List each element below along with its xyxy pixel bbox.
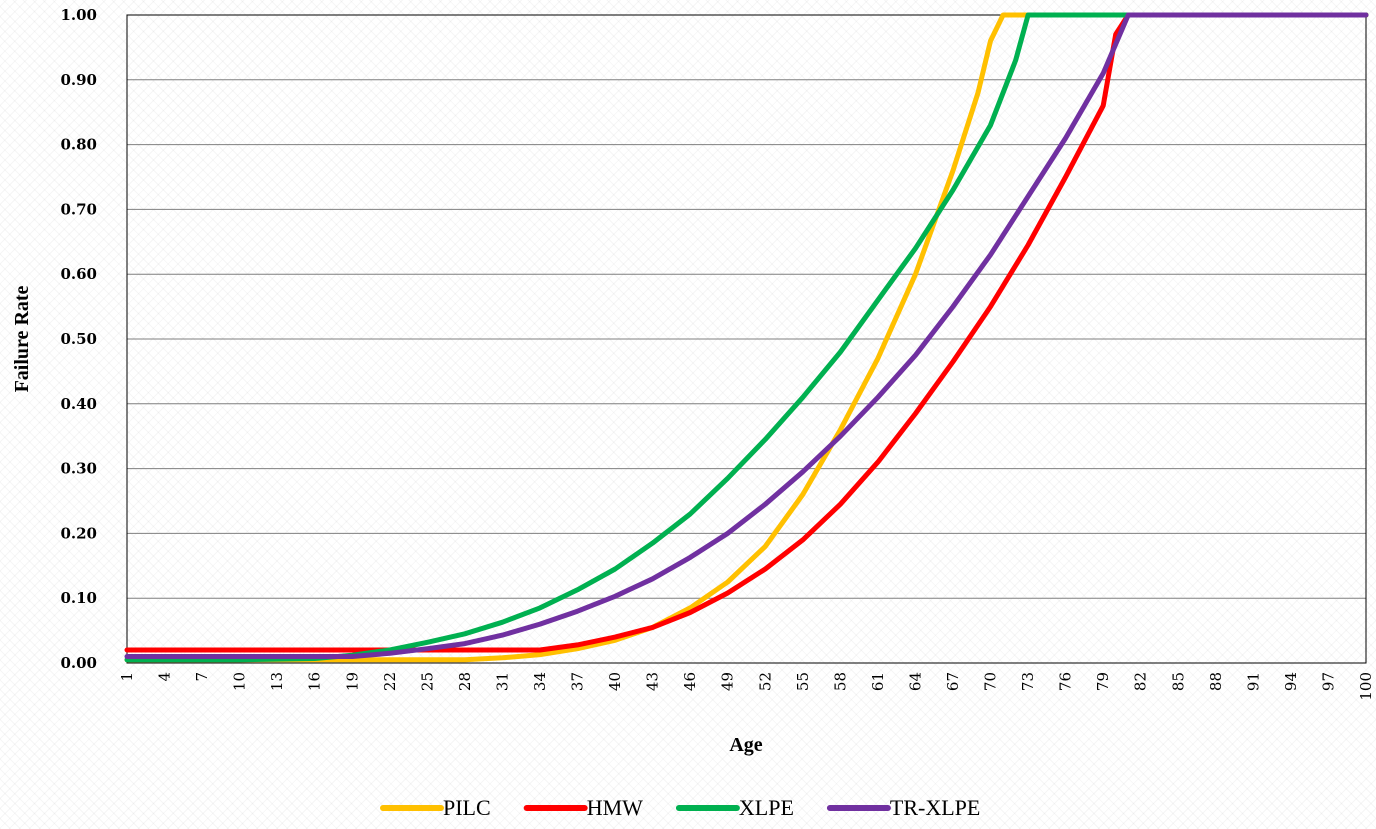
y-tick-label: 0.10: [60, 589, 97, 607]
legend-label-hmw: HMW: [587, 795, 643, 820]
x-tick-label: 79: [1094, 672, 1112, 691]
y-tick-label: 0.90: [60, 71, 97, 89]
y-tick-label: 1.00: [60, 6, 97, 24]
legend-label-tr-xlpe: TR-XLPE: [890, 795, 980, 820]
x-tick-label: 94: [1282, 672, 1300, 691]
x-tick-label: 91: [1244, 672, 1262, 691]
series-line-pilc: [124, 12, 1369, 663]
x-tick-label: 1: [118, 672, 136, 682]
x-axis-tick-labels: 1 4 7 10 13 16 19 22 25 28 31 34 37 40 43 46 49 52 55 58 61 6…: [118, 672, 1375, 701]
y-tick-label: 0.40: [60, 395, 97, 413]
x-tick-label: 61: [869, 672, 887, 691]
y-tick-label: 0.00: [60, 654, 97, 672]
y-tick-label: 0.60: [60, 265, 97, 283]
series-line-xlpe: [124, 12, 1369, 663]
x-tick-label: 85: [1169, 672, 1187, 691]
x-tick-label: 34: [531, 672, 549, 691]
x-tick-label: 16: [306, 672, 324, 691]
x-tick-label: 28: [456, 672, 474, 691]
y-tick-label: 0.20: [60, 524, 97, 542]
x-tick-label: 40: [606, 672, 624, 691]
x-tick-label: 4: [156, 672, 174, 682]
plot-area-border: [126, 14, 1367, 664]
x-tick-label: 70: [982, 672, 1000, 691]
x-tick-label: 52: [756, 672, 774, 691]
x-tick-label: 13: [268, 672, 286, 691]
x-tick-label: 43: [644, 672, 662, 691]
x-tick-label: 31: [493, 672, 511, 691]
x-tick-label: 82: [1132, 672, 1150, 691]
y-tick-label: 0.80: [60, 136, 97, 154]
y-axis-title: Failure Rate: [11, 285, 33, 392]
x-tick-label: 58: [831, 672, 849, 691]
x-tick-label: 22: [381, 672, 399, 691]
y-axis-tick-labels: 0.00 0.10 0.20 0.30 0.40 0.50 0.60 0.70 0.80 0.90…: [60, 6, 97, 672]
x-tick-label: 88: [1207, 672, 1225, 691]
legend: PILC HMW XLPE TR-XLPE: [380, 795, 980, 820]
legend-label-xlpe: XLPE: [739, 795, 794, 820]
y-tick-label: 0.50: [60, 330, 97, 348]
x-tick-label: 76: [1057, 672, 1075, 691]
x-tick-label: 97: [1319, 672, 1337, 691]
x-tick-label: 100: [1357, 672, 1375, 701]
series-line-tr-xlpe: [124, 12, 1369, 659]
series-lines: [124, 12, 1369, 663]
series-line-hmw: [124, 12, 1369, 653]
legend-label-pilc: PILC: [443, 795, 491, 820]
x-tick-label: 64: [906, 672, 924, 691]
x-tick-label: 7: [193, 672, 211, 682]
x-tick-label: 49: [719, 672, 737, 691]
y-tick-label: 0.70: [60, 200, 97, 218]
x-axis-title: Age: [729, 734, 762, 756]
x-tick-label: 55: [794, 672, 812, 691]
y-tick-label: 0.30: [60, 460, 97, 478]
x-tick-label: 73: [1019, 672, 1037, 691]
x-tick-label: 46: [681, 672, 699, 691]
x-tick-label: 25: [418, 672, 436, 691]
x-tick-label: 67: [944, 672, 962, 691]
x-tick-label: 19: [343, 672, 361, 691]
x-tick-label: 37: [569, 672, 587, 691]
x-tick-label: 10: [231, 672, 249, 691]
